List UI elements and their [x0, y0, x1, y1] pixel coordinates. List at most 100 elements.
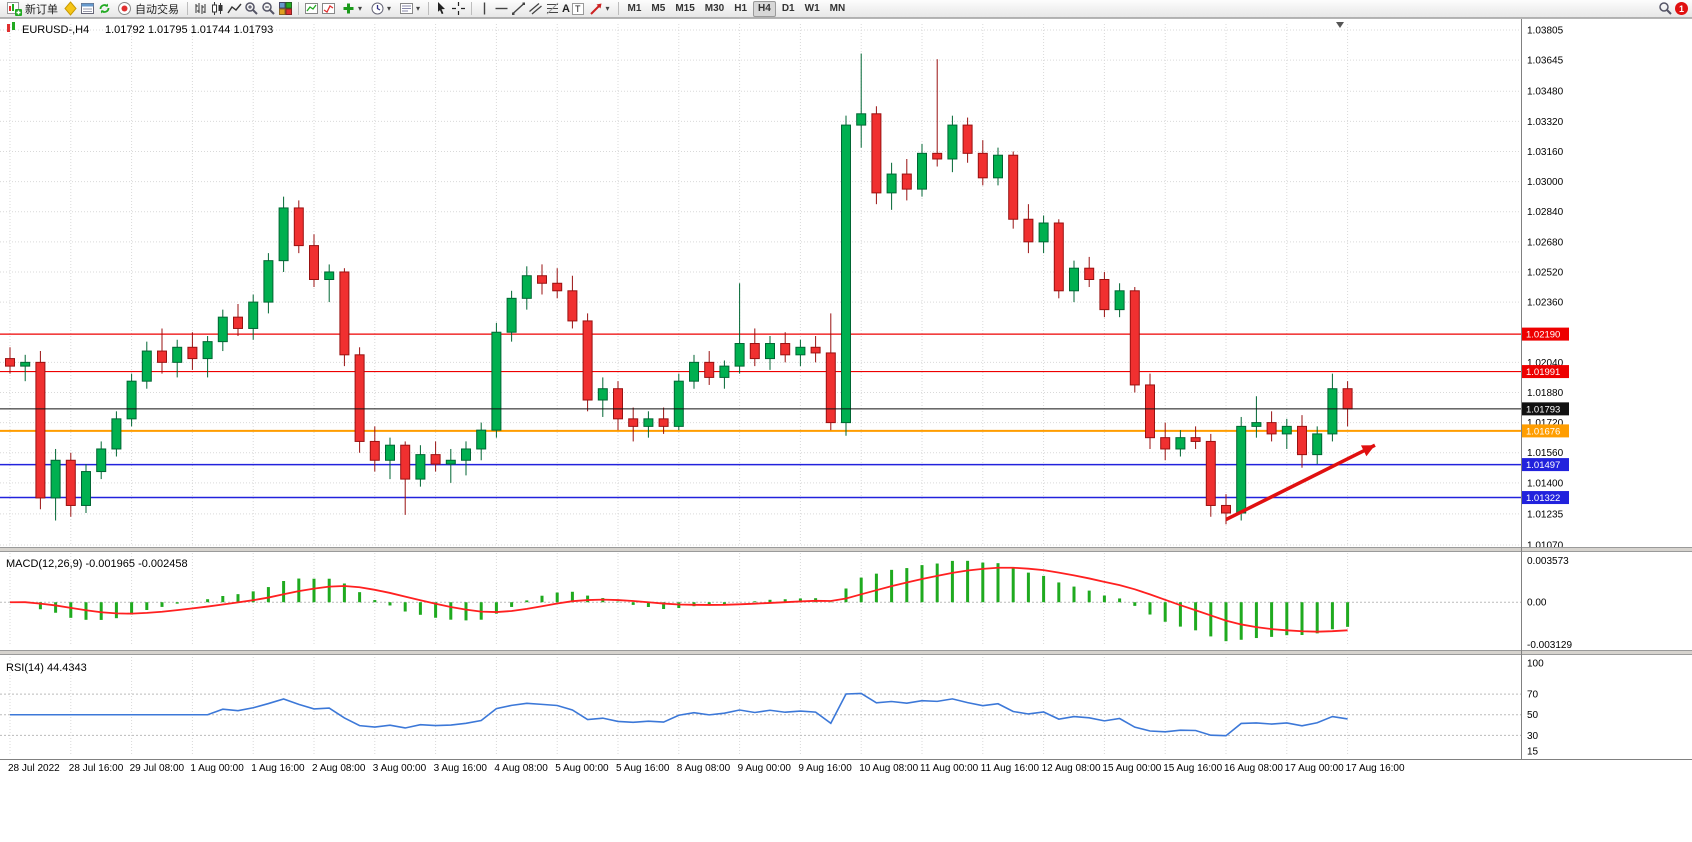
text-tool-button[interactable]: A — [562, 2, 570, 15]
chart-title-ohlc: 1.01792 1.01795 1.01744 1.01793 — [105, 24, 273, 36]
chevron-down-icon: ▾ — [605, 4, 610, 13]
main-chart-panel[interactable] — [0, 18, 1692, 842]
svg-text:1.01322: 1.01322 — [1526, 493, 1560, 504]
svg-text:3 Aug 16:00: 3 Aug 16:00 — [434, 763, 488, 774]
chart-title: EURUSD-,H4 — [22, 24, 89, 36]
new-order-label: 新订单 — [25, 3, 58, 16]
timeframe-h4-button[interactable]: H4 — [753, 0, 776, 17]
label-tool-button[interactable]: T — [572, 2, 584, 15]
svg-text:11 Aug 16:00: 11 Aug 16:00 — [981, 763, 1040, 774]
svg-text:11 Aug 00:00: 11 Aug 00:00 — [920, 763, 979, 774]
panel-separators[interactable] — [0, 18, 1692, 760]
svg-text:4 Aug 08:00: 4 Aug 08:00 — [494, 763, 548, 774]
autotrading-button[interactable]: 自动交易 — [114, 1, 182, 17]
svg-text:1.02520: 1.02520 — [1527, 267, 1564, 278]
period-dropdown[interactable]: ▾ — [367, 1, 394, 17]
svg-text:1.01880: 1.01880 — [1527, 388, 1564, 399]
svg-text:15 Aug 00:00: 15 Aug 00:00 — [1102, 763, 1161, 774]
svg-text:0.00: 0.00 — [1527, 598, 1547, 609]
svg-text:10 Aug 08:00: 10 Aug 08:00 — [859, 763, 918, 774]
timeframe-m15-button[interactable]: M15 — [675, 2, 695, 14]
new-order-icon — [7, 1, 22, 16]
zoom-out-icon[interactable] — [261, 1, 276, 16]
timeframe-m1-button[interactable]: M1 — [627, 2, 642, 14]
timeframe-mn-button[interactable]: MN — [829, 2, 846, 14]
data-window-icon[interactable] — [80, 1, 95, 16]
timeframe-h1-button[interactable]: H1 — [734, 2, 748, 14]
toolbar-separator — [298, 2, 299, 15]
svg-text:9 Aug 16:00: 9 Aug 16:00 — [798, 763, 852, 774]
price-shift-marker[interactable] — [1336, 22, 1344, 28]
notification-badge[interactable]: 1 — [1675, 2, 1688, 15]
timeframe-m5-button[interactable]: M5 — [651, 2, 666, 14]
svg-text:1.01793: 1.01793 — [1526, 404, 1560, 415]
svg-text:1.02190: 1.02190 — [1526, 330, 1560, 341]
svg-text:50: 50 — [1527, 710, 1539, 721]
toolbar-separator — [617, 2, 619, 15]
new-order-button[interactable]: 新订单 — [4, 1, 61, 17]
line-chart-icon[interactable] — [227, 1, 242, 16]
svg-text:1.02680: 1.02680 — [1527, 237, 1564, 248]
svg-text:1.03320: 1.03320 — [1527, 117, 1564, 128]
time-axis[interactable]: 28 Jul 2022 28 Jul 16:00 29 Jul 08:00 1 Aug… — [8, 763, 1405, 774]
search-icon[interactable] — [1658, 1, 1673, 16]
template-dropdown[interactable]: ▾ — [396, 1, 423, 17]
svg-text:28 Jul 2022: 28 Jul 2022 — [8, 763, 60, 774]
svg-text:1.01235: 1.01235 — [1527, 509, 1564, 520]
svg-text:17 Aug 16:00: 17 Aug 16:00 — [1346, 763, 1405, 774]
svg-text:0.003573: 0.003573 — [1527, 556, 1569, 567]
price-axis[interactable]: 1.03805 1.03645 1.03480 1.03320 1.03160 1.030… — [1522, 26, 1572, 758]
timeframe-m30-button[interactable]: M30 — [704, 2, 725, 14]
timeframe-w1-button[interactable]: W1 — [804, 2, 820, 14]
svg-text:1.02040: 1.02040 — [1527, 358, 1564, 369]
refresh-icon[interactable] — [97, 1, 112, 16]
svg-text:1.03160: 1.03160 — [1527, 147, 1564, 158]
svg-text:1.02360: 1.02360 — [1527, 298, 1564, 309]
svg-text:100: 100 — [1527, 659, 1544, 670]
svg-text:1.01676: 1.01676 — [1526, 426, 1560, 437]
fibonacci-tool-icon[interactable] — [545, 1, 560, 16]
svg-text:1.01720: 1.01720 — [1527, 418, 1564, 429]
svg-text:1.03645: 1.03645 — [1527, 56, 1564, 67]
rsi-panel[interactable] — [0, 657, 1521, 754]
arrows-tool-dropdown[interactable]: ▾ — [586, 1, 613, 17]
svg-text:1.01560: 1.01560 — [1527, 448, 1564, 459]
timeframe-d1-button[interactable]: D1 — [781, 2, 795, 14]
trendline-tool-icon[interactable] — [511, 1, 526, 16]
chart-area[interactable]: 1.03805 1.03645 1.03480 1.03320 1.03160 1.030… — [0, 18, 1692, 842]
zoom-in-icon[interactable] — [244, 1, 259, 16]
svg-text:29 Jul 08:00: 29 Jul 08:00 — [130, 763, 185, 774]
candlestick-chart-icon[interactable] — [210, 1, 225, 16]
svg-text:16 Aug 08:00: 16 Aug 08:00 — [1224, 763, 1283, 774]
svg-text:28 Jul 16:00: 28 Jul 16:00 — [69, 763, 124, 774]
horizontal-line-tool-icon[interactable] — [494, 1, 509, 16]
chevron-down-icon: ▾ — [416, 4, 421, 13]
toolbar-separator — [187, 2, 188, 15]
svg-text:3 Aug 00:00: 3 Aug 00:00 — [373, 763, 427, 774]
macd-label: MACD(12,26,9) -0.001965 -0.002458 — [6, 558, 188, 570]
svg-text:1.01400: 1.01400 — [1527, 478, 1564, 489]
market-watch-icon[interactable] — [63, 1, 78, 16]
svg-text:1.01991: 1.01991 — [1526, 367, 1560, 378]
channel-tool-icon[interactable] — [528, 1, 543, 16]
toolbar-separator — [428, 2, 430, 15]
arrow-tool-icon — [589, 1, 604, 16]
crosshair-icon[interactable] — [451, 1, 466, 16]
indicator-list-icon[interactable] — [321, 1, 336, 16]
svg-text:1.03000: 1.03000 — [1527, 177, 1564, 188]
rsi-label: RSI(14) 44.4343 — [6, 662, 87, 674]
cursor-icon[interactable] — [434, 1, 449, 16]
svg-text:8 Aug 08:00: 8 Aug 08:00 — [677, 763, 731, 774]
add-indicator-dropdown[interactable]: ▾ — [338, 1, 365, 17]
svg-text:1.01497: 1.01497 — [1526, 460, 1560, 471]
bar-chart-icon[interactable] — [193, 1, 208, 16]
svg-text:12 Aug 08:00: 12 Aug 08:00 — [1042, 763, 1101, 774]
chevron-down-icon: ▾ — [387, 4, 392, 13]
chevron-down-icon: ▾ — [358, 4, 363, 13]
autotrading-icon — [117, 1, 132, 16]
tile-windows-icon[interactable] — [278, 1, 293, 16]
svg-text:1 Aug 16:00: 1 Aug 16:00 — [251, 763, 305, 774]
indicators-icon[interactable] — [304, 1, 319, 16]
macd-panel[interactable] — [0, 553, 1521, 646]
vertical-line-tool-icon[interactable] — [477, 1, 492, 16]
